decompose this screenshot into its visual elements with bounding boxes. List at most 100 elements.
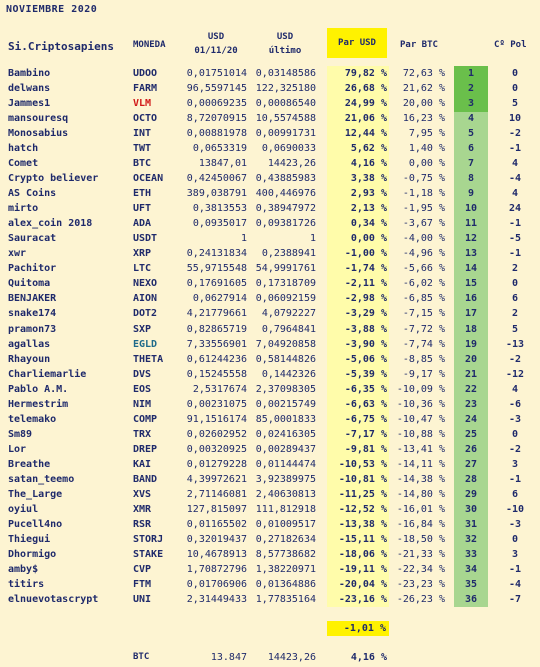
cpol-value: 2	[511, 263, 519, 275]
par-usd-value: -6,35 %	[344, 383, 387, 395]
par-usd-value: 0,00 %	[350, 233, 387, 245]
participant-name: agallas	[8, 338, 51, 350]
par-btc-value: 21,62 %	[402, 83, 445, 95]
rank-number: 27	[464, 458, 478, 470]
par-usd-value: -6,75 %	[344, 413, 387, 425]
usd-start-value: 55,9715548	[186, 263, 247, 275]
usd-start-value: 13847,01	[198, 158, 247, 170]
usd-last-value: 0,2388941	[261, 248, 316, 260]
usd-start-value: 96,5597145	[186, 83, 247, 95]
coin-symbol: XRP	[133, 248, 152, 260]
table-row: Lor DREP 0,00320925 0,00289437 -9,81 % -13,41…	[0, 442, 540, 458]
header-moneda: MONEDA	[133, 40, 166, 50]
usd-start-value: 2,31449433	[186, 594, 247, 606]
cpol-value: 6	[511, 293, 519, 305]
participant-name: mansouresq	[8, 113, 69, 125]
coin-symbol: EGLD	[133, 338, 158, 350]
participant-name: Charliemarlie	[8, 368, 87, 380]
cpol-value: -2	[508, 128, 522, 140]
par-usd-value: -3,29 %	[344, 308, 387, 320]
participant-name: Bambino	[8, 68, 51, 79]
rank-number: 20	[464, 353, 478, 365]
coin-symbol: UDOO	[133, 68, 158, 79]
usd-start-value: 0,42450067	[186, 173, 247, 185]
par-usd-value: -5,39 %	[344, 368, 387, 380]
usd-start-value: 0,61244236	[186, 353, 247, 365]
participant-name: telemako	[8, 413, 57, 425]
participant-name: Sm89	[8, 428, 33, 440]
table-row: Rhayoun THETA 0,61244236 0,58144826 -5,06 % -…	[0, 352, 540, 368]
cpol-value: -4	[508, 579, 522, 591]
usd-last-value: 0,00289437	[255, 443, 316, 455]
par-btc-value: -1,95 %	[402, 203, 445, 215]
par-usd-value: -19,11 %	[338, 563, 387, 575]
coin-symbol: UFT	[133, 203, 152, 215]
usd-start-value: 0,01751014	[186, 68, 247, 79]
btc-start-value: 13.847	[210, 652, 247, 663]
cpol-value: 4	[511, 383, 519, 395]
rank-number: 32	[464, 533, 478, 545]
rank-number: 16	[464, 293, 478, 305]
rank-number: 15	[464, 278, 478, 290]
rank-number: 28	[464, 473, 478, 485]
usd-last-value: 0,17318709	[255, 278, 316, 290]
rank-number: 22	[464, 383, 478, 395]
usd-last-value: 0,27182634	[255, 533, 316, 545]
coin-symbol: USDT	[133, 233, 158, 245]
usd-last-value: 111,812918	[255, 503, 316, 515]
table-row: Hermestrim NIM 0,00231075 0,00215749 -6,63 %…	[0, 397, 540, 413]
coin-symbol: FARM	[133, 83, 158, 95]
participant-name: alex_coin 2018	[8, 218, 93, 230]
par-btc-value: -16,01 %	[396, 503, 445, 515]
par-usd-value: 21,06 %	[344, 113, 387, 125]
table-row: pramon73 SXP 0,82865719 0,7964841 -3,88 % -7,…	[0, 322, 540, 338]
par-btc-value: -26,23 %	[396, 594, 445, 606]
par-usd-value: 26,68 %	[344, 83, 387, 95]
coin-symbol: COMP	[133, 413, 158, 425]
usd-last-value: 0,01364886	[255, 579, 316, 591]
rank-number: 3	[454, 96, 488, 113]
usd-start-value: 0,01706906	[186, 579, 247, 591]
cpol-value: 3	[511, 458, 519, 470]
par-btc-value: -14,11 %	[396, 458, 445, 470]
usd-last-value: 0,43885983	[255, 173, 316, 185]
rank-number: 34	[464, 563, 478, 575]
par-btc-value: -10,36 %	[396, 398, 445, 410]
par-usd-value: 2,13 %	[350, 203, 387, 215]
rank-number: 10	[464, 203, 478, 215]
header-usd-start-line1: USD	[207, 32, 225, 42]
cpol-value: 0	[511, 68, 519, 79]
table-row: delwans FARM 96,5597145 122,325180 26,68 % 21…	[0, 81, 540, 98]
cpol-value: -2	[508, 443, 522, 455]
participant-name: satan_teemo	[8, 473, 75, 485]
usd-start-value: 0,17691605	[186, 278, 247, 290]
table-row: The_Large XVS 2,71146081 2,40630813 -11,25 %…	[0, 487, 540, 503]
cpol-value: -5	[508, 233, 522, 245]
usd-last-value: 1,77835164	[255, 594, 316, 606]
usd-start-value: 10,4678913	[186, 548, 247, 560]
rank-number: 6	[467, 143, 475, 155]
participant-name: Thiegui	[8, 533, 51, 545]
par-usd-value: -5,06 %	[344, 353, 387, 365]
table-row: Jammes1 VLM 0,00069235 0,00086540 24,99 % 20,…	[0, 96, 540, 113]
rank-number: 31	[464, 518, 478, 530]
table-row: Pachitor LTC 55,9715548 54,9991761 -1,74 % -5…	[0, 261, 540, 277]
par-usd-value: -6,63 %	[344, 398, 387, 410]
par-btc-value: -13,41 %	[396, 443, 445, 455]
usd-start-value: 0,00231075	[186, 398, 247, 410]
cpol-value: 5	[511, 323, 519, 335]
cpol-value: 5	[511, 98, 519, 110]
coin-symbol: INT	[133, 128, 152, 140]
coin-symbol: XMR	[133, 503, 152, 515]
page-title: NOVIEMBRE 2020	[6, 4, 98, 15]
rank-column-bg	[454, 66, 488, 607]
table-row: xwr XRP 0,24131834 0,2388941 -1,00 % -4,96 % 1…	[0, 246, 540, 262]
par-usd-value: -15,11 %	[338, 533, 387, 545]
cpol-value: -3	[508, 413, 522, 425]
coin-symbol: STORJ	[133, 533, 164, 545]
participant-name: BENJAKER	[8, 293, 57, 305]
cpol-value: -4	[508, 173, 522, 185]
par-btc-value: -0,75 %	[402, 173, 445, 185]
par-usd-value: -9,81 %	[344, 443, 387, 455]
cpol-value: -1	[508, 473, 522, 485]
